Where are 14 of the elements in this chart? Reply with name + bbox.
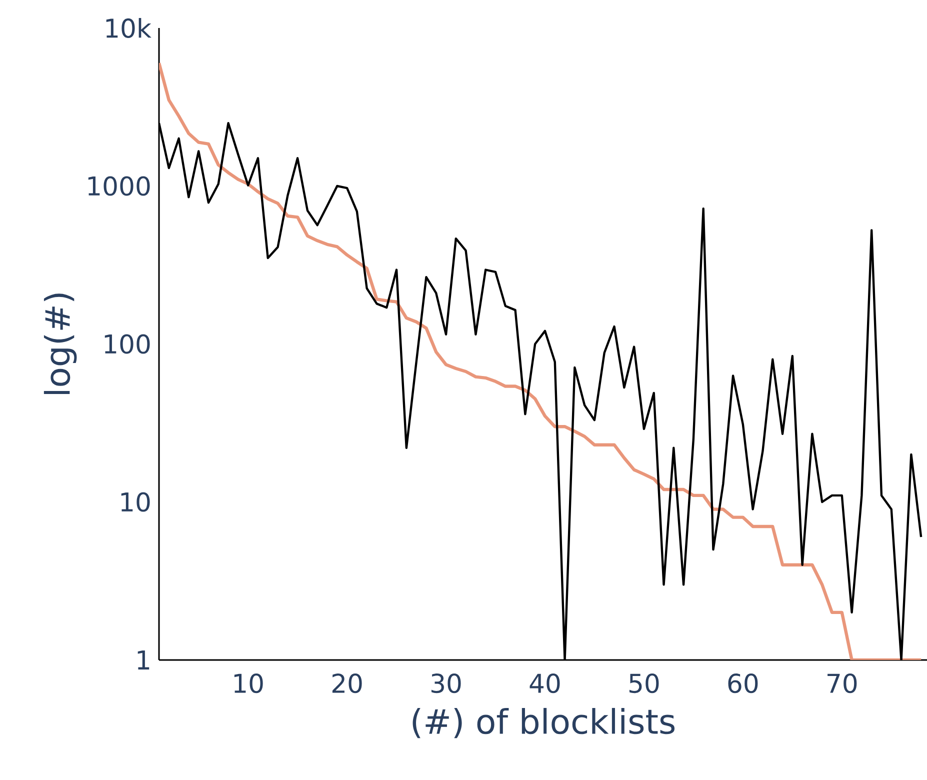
y-tick-label: 10k [106, 18, 152, 38]
y-tick-label: 1 [138, 650, 150, 670]
y-tick-label: 10 [121, 492, 150, 512]
x-tick-label: 20 [332, 674, 362, 694]
x-tick-label: 30 [432, 674, 461, 694]
y-axis-title: log(#) [44, 294, 77, 394]
x-tick-label: 10 [234, 674, 263, 694]
x-tick-label: 40 [530, 674, 560, 694]
y-tick-label: 1000 [88, 176, 150, 196]
x-tick-label: 50 [629, 674, 659, 694]
x-tick-label: 60 [728, 674, 758, 694]
x-tick-label: 70 [828, 674, 857, 694]
y-tick-label: 100 [104, 334, 150, 354]
x-axis-title: (#) of blocklists [412, 708, 674, 738]
